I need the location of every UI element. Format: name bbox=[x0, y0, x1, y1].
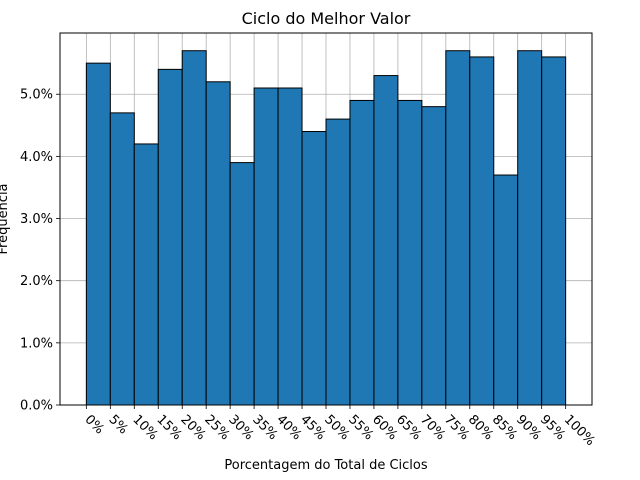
x-tick-label: 25% bbox=[201, 412, 232, 443]
x-tick-label: 35% bbox=[249, 412, 280, 443]
histogram-bar bbox=[373, 75, 399, 406]
x-tick-label: 20% bbox=[177, 412, 208, 443]
histogram-bar bbox=[229, 162, 255, 406]
x-tick-label: 75% bbox=[441, 412, 472, 443]
x-axis-label: Porcentagem do Total de Ciclos bbox=[224, 458, 427, 473]
histogram-bar bbox=[493, 174, 519, 406]
x-tick-label: 10% bbox=[129, 412, 160, 443]
histogram-bar bbox=[349, 99, 375, 406]
y-tick-label: 1.0% bbox=[20, 336, 53, 351]
chart-title: Ciclo do Melhor Valor bbox=[242, 9, 411, 28]
x-tick-label: 30% bbox=[225, 412, 256, 443]
histogram-bar bbox=[253, 87, 279, 406]
y-axis-ticks: 0.0% 1.0% 2.0% 3.0% 4.0% 5.0% bbox=[20, 88, 60, 414]
histogram-bar bbox=[445, 50, 471, 406]
y-tick-label: 2.0% bbox=[20, 274, 53, 289]
histogram-bar bbox=[133, 143, 159, 406]
x-tick-label: 70% bbox=[417, 412, 448, 443]
x-tick-label: 5% bbox=[105, 412, 130, 437]
x-tick-label: 0% bbox=[82, 412, 107, 437]
x-tick-label: 95% bbox=[537, 412, 568, 443]
x-tick-label: 85% bbox=[489, 412, 520, 443]
y-tick-label: 0.0% bbox=[20, 399, 53, 414]
x-tick-label: 50% bbox=[321, 412, 352, 443]
histogram-bar bbox=[541, 56, 567, 406]
histogram-bar bbox=[421, 106, 447, 406]
histogram-bar bbox=[469, 56, 495, 406]
x-tick-label: 90% bbox=[513, 412, 544, 443]
x-axis-ticks: 0%5%10%15%20%25%30%35%40%45%50%55%60%65%… bbox=[82, 405, 598, 449]
y-tick-label: 3.0% bbox=[20, 212, 53, 227]
histogram-bar bbox=[325, 118, 351, 406]
bars bbox=[85, 50, 567, 406]
histogram-bar bbox=[157, 68, 183, 406]
histogram-bar bbox=[85, 62, 111, 406]
y-tick-label: 5.0% bbox=[20, 88, 53, 103]
x-tick-label: 15% bbox=[153, 412, 184, 443]
histogram-bar bbox=[301, 131, 327, 406]
histogram-bar bbox=[397, 99, 423, 406]
y-tick-label: 4.0% bbox=[20, 150, 53, 165]
histogram-bar bbox=[205, 81, 231, 406]
x-tick-label: 55% bbox=[345, 412, 376, 443]
x-tick-label: 40% bbox=[273, 412, 304, 443]
histogram-bar bbox=[181, 50, 207, 406]
histogram-bar bbox=[109, 112, 135, 406]
histogram-bar bbox=[517, 50, 543, 406]
x-tick-label: 60% bbox=[369, 412, 400, 443]
x-tick-label: 65% bbox=[393, 412, 424, 443]
histogram-bar bbox=[277, 87, 303, 406]
x-tick-label: 45% bbox=[297, 412, 328, 443]
x-tick-label: 80% bbox=[465, 412, 496, 443]
y-axis-label: Frequência bbox=[0, 183, 11, 254]
